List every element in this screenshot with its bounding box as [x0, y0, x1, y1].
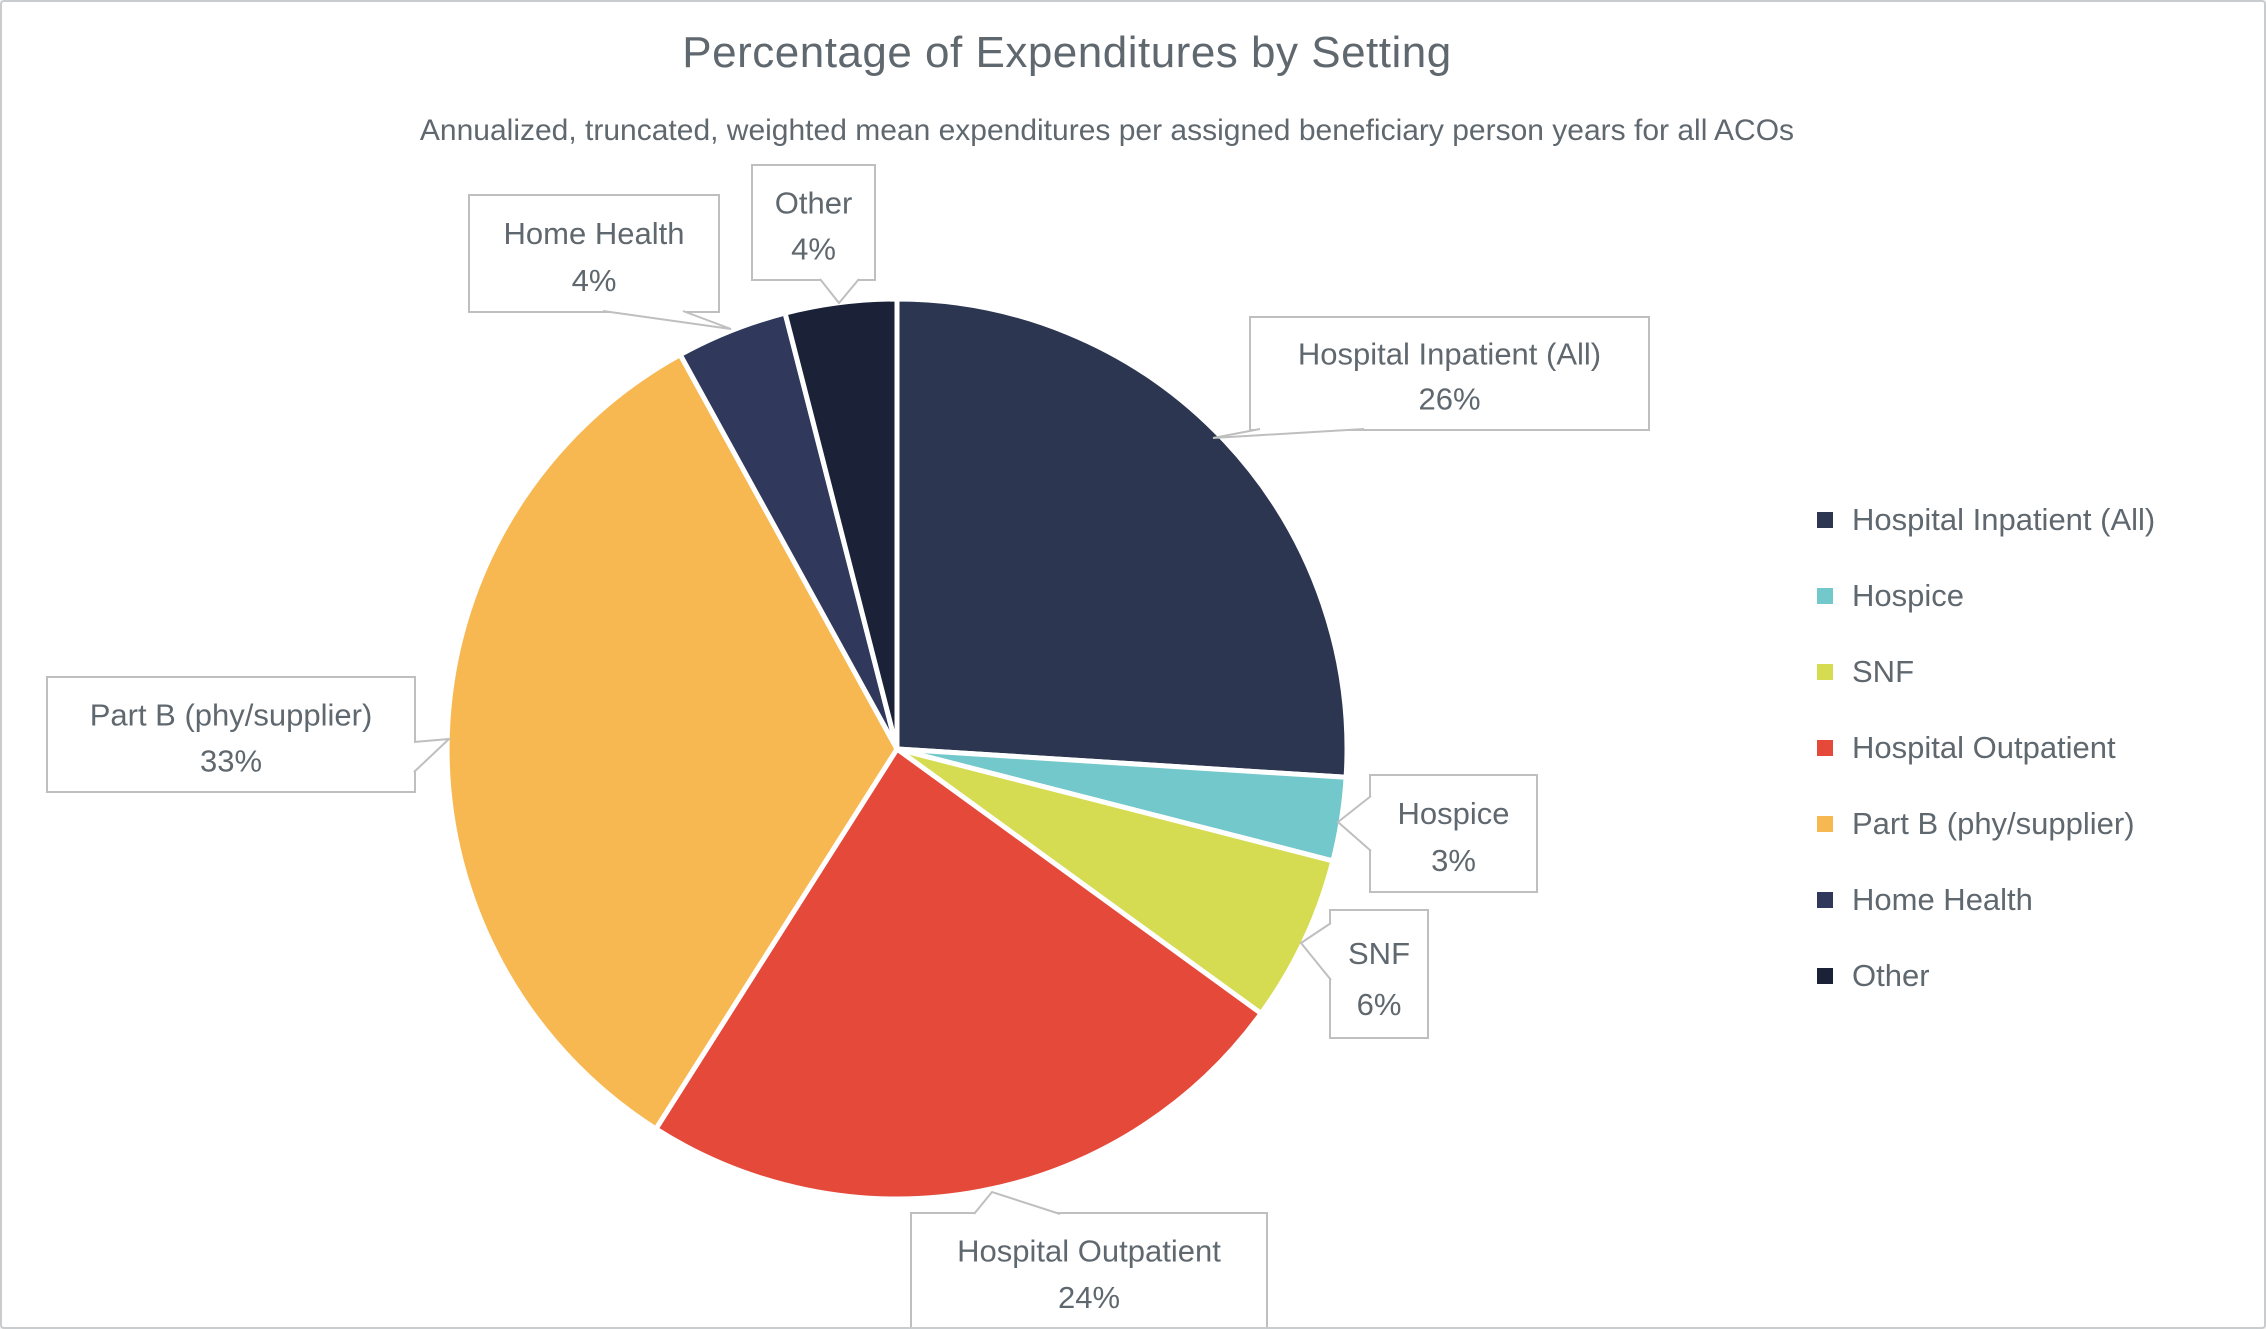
callout-pointer-outline — [602, 310, 732, 330]
callout-label: Hospital Inpatient (All) — [1298, 336, 1601, 371]
callout-home-health: Home Health 4% — [468, 194, 732, 330]
callout-box — [1369, 774, 1538, 893]
callout-label: Hospice — [1398, 796, 1510, 831]
callout-pointer — [820, 279, 859, 303]
callout-label: SNF — [1348, 936, 1410, 971]
legend-marker-hospice — [1817, 588, 1833, 604]
legend-item-hospital-outpatient[interactable]: Hospital Outpatient — [1817, 729, 2116, 767]
callout-pointer-outline — [1212, 428, 1365, 439]
legend-marker-hospital-inpatient — [1817, 512, 1833, 528]
callout-hospice: Hospice 3% — [1336, 774, 1538, 893]
legend-label: Hospital Inpatient (All) — [1852, 502, 2156, 537]
pie-slices — [444, 296, 1350, 1202]
pie-slice-hospital-outpatient[interactable] — [653, 746, 1264, 1202]
callout-pointer — [1338, 796, 1371, 851]
legend: Hospital Inpatient (All) Hospice SNF Hospit… — [1817, 2, 2264, 1327]
legend-label: Hospital Outpatient — [1852, 730, 2116, 765]
legend-item-snf[interactable]: SNF — [1817, 653, 1914, 691]
chart-title: Percentage of Expenditures by Setting — [682, 28, 1452, 77]
legend-label: Part B (phy/supplier) — [1852, 806, 2135, 841]
callout-pointer-outline — [819, 278, 860, 305]
callout-part-b: Part B (phy/supplier) 33% — [46, 676, 452, 793]
callout-box — [751, 164, 876, 281]
callout-pointer-outline — [973, 1190, 1061, 1215]
callout-label: Part B (phy/supplier) — [90, 697, 373, 732]
legend-item-part-b[interactable]: Part B (phy/supplier) — [1817, 805, 2135, 843]
callout-value: 6% — [1357, 987, 1402, 1022]
callout-value: 4% — [572, 263, 617, 298]
legend-label: Hospice — [1852, 578, 1964, 613]
callout-label: Home Health — [504, 216, 685, 251]
callout-label: Other — [775, 185, 853, 220]
callout-value: 4% — [791, 231, 836, 266]
legend-label: Other — [1852, 958, 1930, 993]
callout-pointer-outline — [413, 737, 452, 773]
pie-slice-hospital-inpatient[interactable] — [894, 296, 1350, 780]
legend-marker-other — [1817, 968, 1833, 984]
callout-other: Other 4% — [751, 164, 876, 305]
callout-value: 26% — [1418, 382, 1480, 417]
legend-item-hospital-inpatient[interactable]: Hospital Inpatient (All) — [1817, 501, 2155, 539]
callout-value: 3% — [1431, 843, 1476, 878]
callout-pointer-outline — [1299, 922, 1332, 981]
legend-item-hospice[interactable]: Hospice — [1817, 577, 1964, 615]
chart-subtitle: Annualized, truncated, weighted mean exp… — [419, 114, 1795, 147]
legend-label: SNF — [1852, 654, 1914, 689]
callout-box — [910, 1212, 1268, 1327]
callout-pointer — [1301, 923, 1331, 980]
callout-box — [1249, 316, 1650, 431]
legend-marker-home-health — [1817, 892, 1833, 908]
callout-value: 33% — [200, 743, 262, 778]
callout-pointer — [974, 1192, 1060, 1214]
legend-label: Home Health — [1852, 882, 2033, 917]
callout-value: 24% — [1058, 1280, 1120, 1315]
legend-item-other[interactable]: Other — [1817, 957, 1930, 995]
callout-box — [1329, 909, 1429, 1039]
legend-item-home-health[interactable]: Home Health — [1817, 881, 2033, 919]
callout-snf: SNF 6% — [1299, 909, 1429, 1039]
callout-pointer-outline — [1336, 795, 1372, 852]
callout-hospital-outpatient: Hospital Outpatient 24% — [910, 1190, 1268, 1327]
callout-label: Hospital Outpatient — [957, 1234, 1221, 1269]
legend-marker-snf — [1817, 664, 1833, 680]
legend-marker-part-b — [1817, 816, 1833, 832]
callout-box — [46, 676, 416, 793]
legend-marker-hospital-outpatient — [1817, 740, 1833, 756]
callout-box — [468, 194, 720, 313]
callout-hospital-inpatient: Hospital Inpatient (All) 26% — [1212, 316, 1650, 439]
